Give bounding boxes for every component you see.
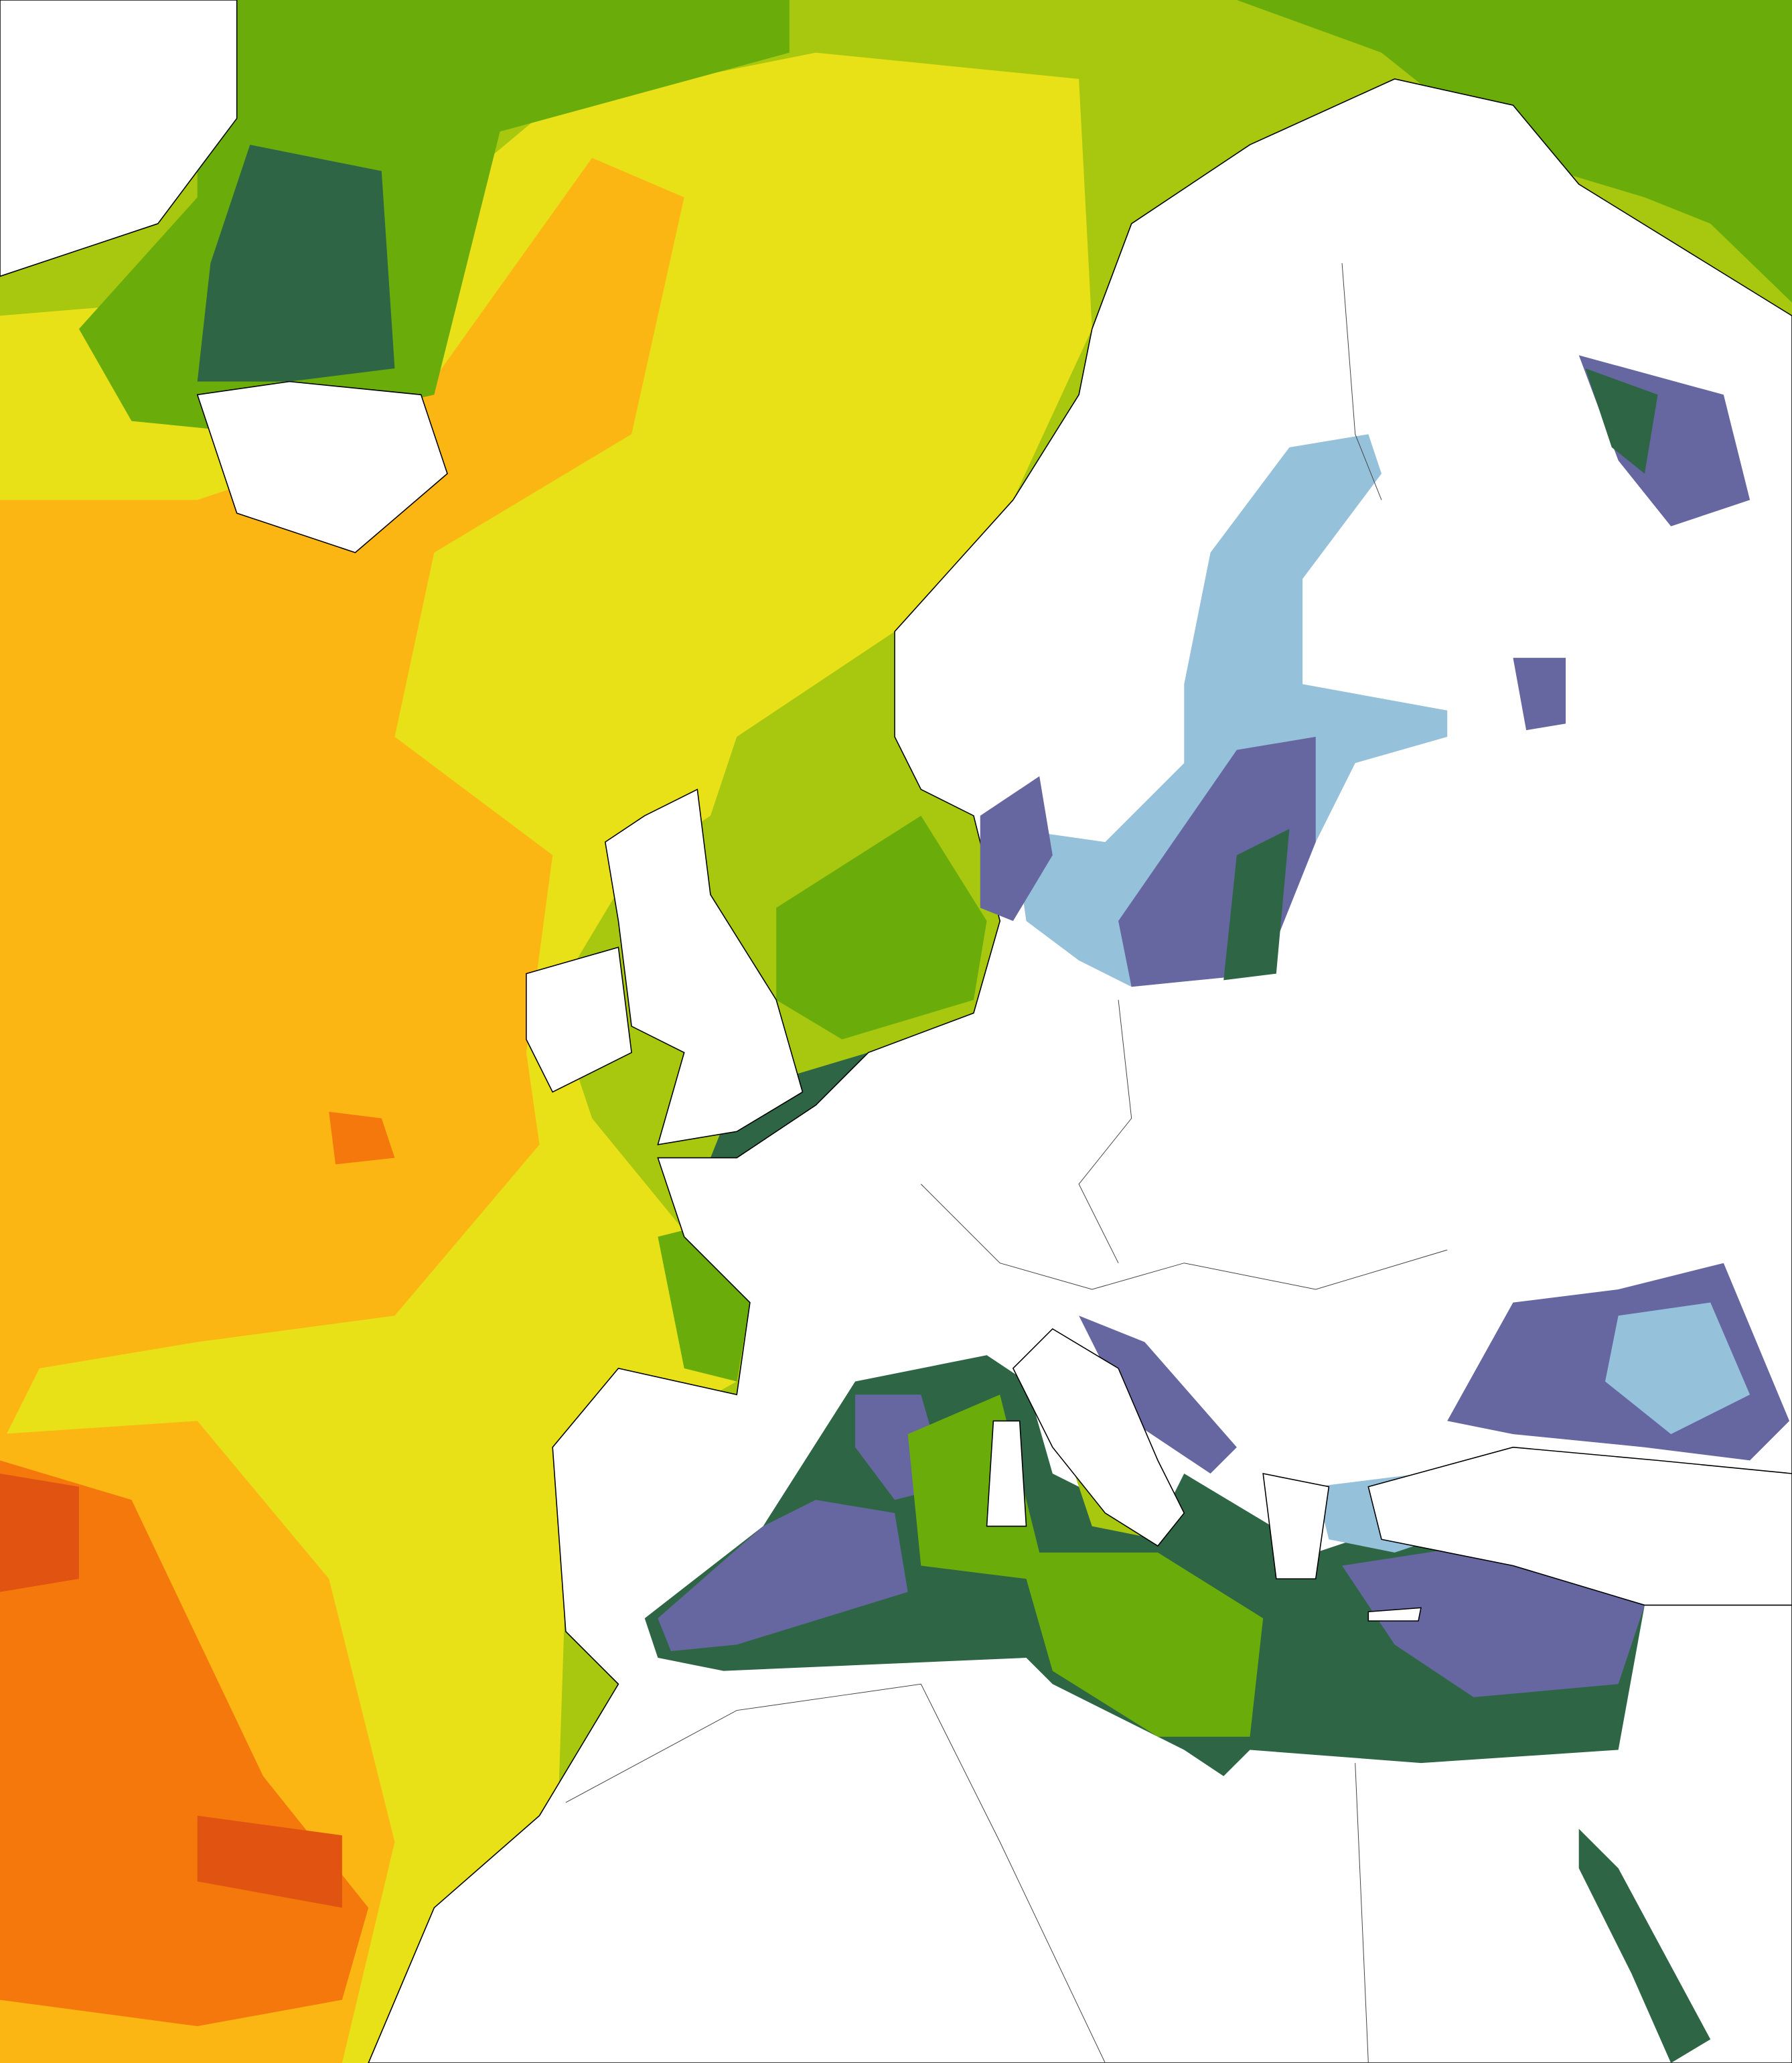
border: [1355, 1763, 1369, 2063]
land: [1262, 1473, 1330, 1579]
sea-zone: [1079, 1315, 1237, 1474]
sea-zone: [1585, 368, 1658, 474]
sea-zone: [710, 1052, 869, 1171]
land: [1012, 1328, 1185, 1547]
sea-zone: [658, 1500, 908, 1652]
land: [986, 1420, 1027, 1527]
sea-zone: [1013, 434, 1448, 987]
land: [1367, 1607, 1422, 1622]
land: [0, 0, 238, 277]
sea-zone: [197, 145, 395, 382]
sea-zone: [1223, 829, 1290, 981]
sea-zone: [980, 776, 1053, 921]
land: [196, 380, 448, 553]
land: [1367, 1446, 1792, 1606]
sea-zone: [0, 1474, 79, 1592]
land: [604, 788, 804, 1145]
sea-zone: [776, 815, 987, 1040]
border: [920, 1184, 1448, 1290]
sea-zone: [329, 1111, 395, 1165]
land: [526, 946, 632, 1093]
sea-zone: [1513, 658, 1566, 731]
sea-zone: [1605, 1302, 1750, 1435]
sea-zone: [0, 157, 684, 1447]
sea-zone: [1578, 1829, 1711, 2063]
sea-zone: [197, 1815, 342, 1908]
border: [1078, 999, 1132, 1263]
border: [1341, 263, 1382, 500]
border: [565, 1683, 1106, 2063]
